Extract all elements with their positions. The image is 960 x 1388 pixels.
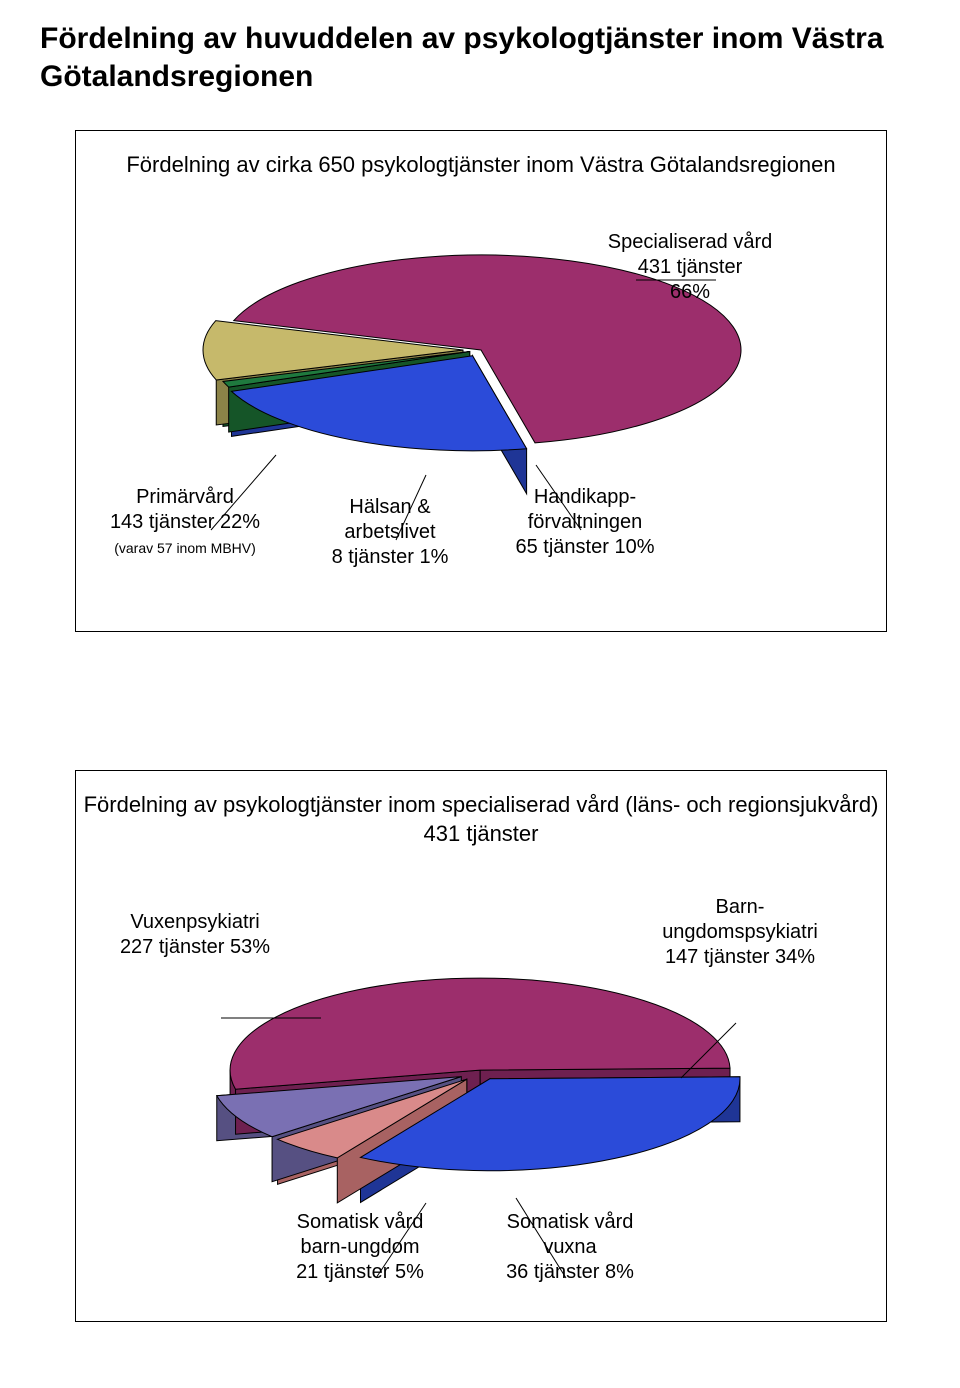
page-title: Fördelning av huvuddelen av psykologtjän… (40, 20, 920, 95)
chart1-title: Fördelning av cirka 650 psykologtjänster… (76, 151, 886, 180)
page: Fördelning av huvuddelen av psykologtjän… (0, 0, 960, 1388)
chart2-label-barn-ungdom: Barn-ungdomspsykiatri147 tjänster 34% (630, 895, 850, 970)
chart2-title: Fördelning av psykologtjänster inom spec… (76, 791, 886, 848)
chart1-label-specialiserad: Specialiserad vård431 tjänster66% (590, 230, 790, 305)
chart1-label-halsan: Hälsan &arbetslivet8 tjänster 1% (320, 495, 460, 570)
chart2-label-somatisk-vuxna: Somatisk vårdvuxna36 tjänster 8% (480, 1210, 660, 1285)
chart1-label-primarvard: Primärvård143 tjänster 22%(varav 57 inom… (90, 485, 280, 560)
chart2-label-somatisk-barn: Somatisk vårdbarn-ungdom21 tjänster 5% (270, 1210, 450, 1285)
chart2-label-vuxen: Vuxenpsykiatri227 tjänster 53% (95, 910, 295, 960)
chart1-label-handikapp: Handikapp-förvaltningen65 tjänster 10% (500, 485, 670, 560)
